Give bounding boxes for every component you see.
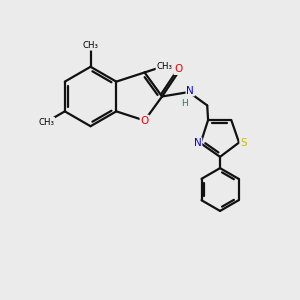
- Text: S: S: [240, 137, 247, 148]
- Text: H: H: [181, 99, 188, 108]
- Text: CH₃: CH₃: [38, 118, 54, 127]
- Text: CH₃: CH₃: [156, 61, 172, 70]
- Text: O: O: [174, 64, 182, 74]
- Text: N: N: [194, 138, 202, 148]
- Text: CH₃: CH₃: [82, 41, 99, 50]
- Text: N: N: [186, 85, 194, 96]
- Text: O: O: [140, 116, 149, 125]
